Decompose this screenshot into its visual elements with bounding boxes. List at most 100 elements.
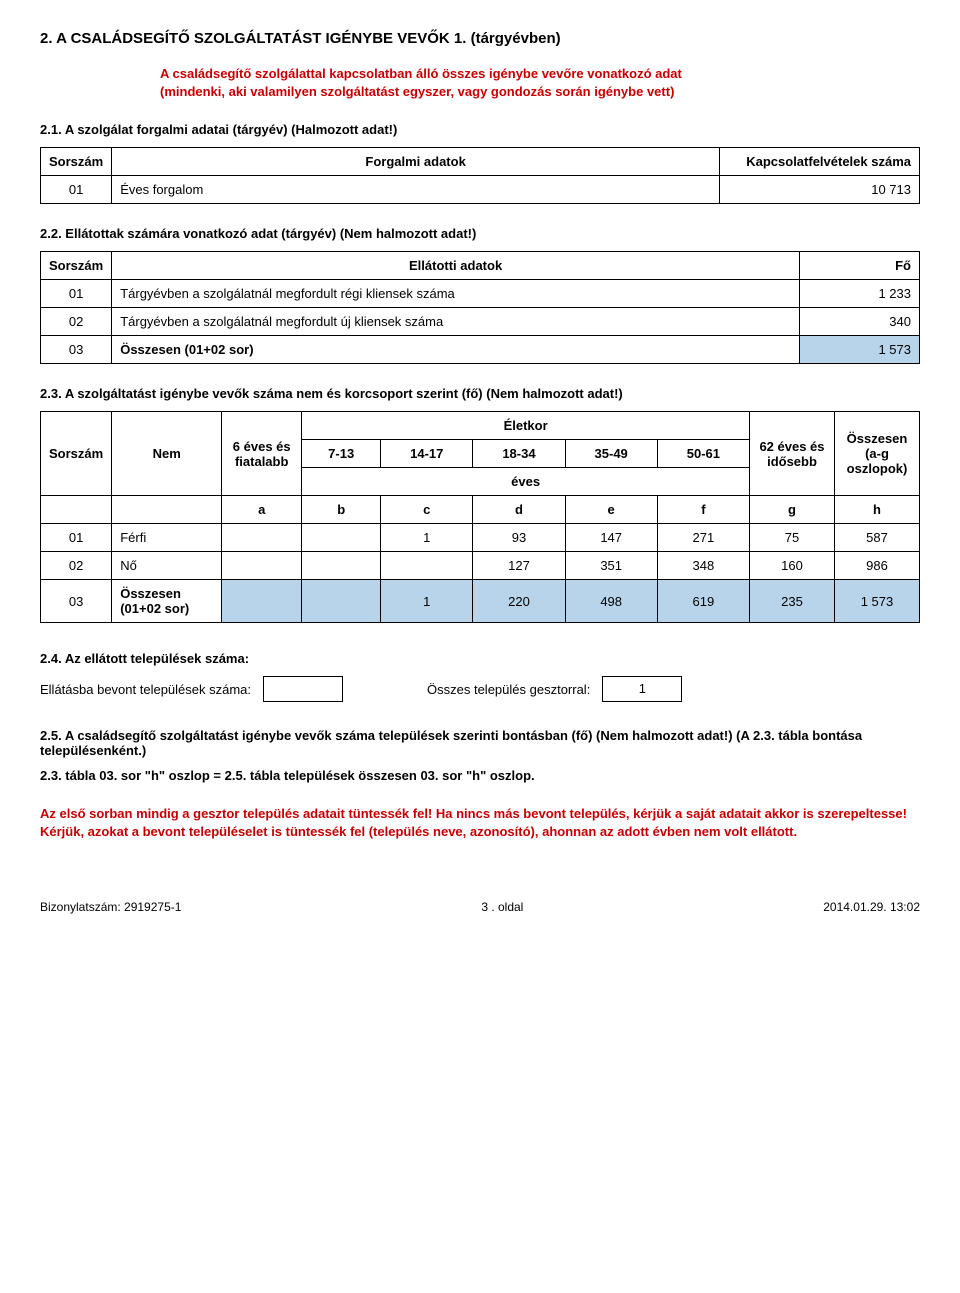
cell-label: Férfi [112, 524, 222, 552]
heading-24: 2.4. Az ellátott települések száma: [40, 651, 920, 666]
heading-22: 2.2. Ellátottak számára vonatkozó adat (… [40, 226, 920, 241]
th-forgalmi: Forgalmi adatok [112, 148, 720, 176]
th-3549: 35-49 [565, 440, 657, 468]
th-letter: h [835, 496, 920, 524]
table-22: Sorszám Ellátotti adatok Fő 01Tárgyévben… [40, 251, 920, 364]
cell-n: 03 [41, 336, 112, 364]
intro-line-1: A családsegítő szolgálattal kapcsolatban… [160, 65, 920, 83]
th-letter: a [222, 496, 302, 524]
footer-right: 2014.01.29. 13:02 [823, 900, 920, 914]
red-note-2: Kérjük, azokat a bevont településelet is… [40, 823, 920, 841]
cell-val: 93 [473, 524, 565, 552]
red-note-1: Az első sorban mindig a gesztor települé… [40, 805, 920, 823]
table-row: 02Nő 127351348160986 [41, 552, 920, 580]
footer-left: Bizonylatszám: 2919275-1 [40, 900, 181, 914]
cell-label: Összesen (01+02 sor) [112, 336, 800, 364]
th-fo: Fő [800, 252, 920, 280]
heading-25: 2.5. A családsegítő szolgáltatást igényb… [40, 728, 920, 758]
cell-label: Tárgyévben a szolgálatnál megfordult rég… [112, 280, 800, 308]
box-bevont [263, 676, 343, 702]
th-letter: b [302, 496, 381, 524]
cell-n: 01 [41, 176, 112, 204]
table-row: 02Tárgyévben a szolgálatnál megfordult ú… [41, 308, 920, 336]
cell-label: Éves forgalom [112, 176, 720, 204]
th-letter: f [657, 496, 749, 524]
cell-val: 1 [381, 524, 473, 552]
th-sorszam: Sorszám [41, 252, 112, 280]
cell-n: 03 [41, 580, 112, 623]
th-5061: 50-61 [657, 440, 749, 468]
th-sorszam: Sorszám [41, 412, 112, 496]
cell-n: 01 [41, 524, 112, 552]
th-713: 7-13 [302, 440, 381, 468]
cell-val [381, 552, 473, 580]
cell-val [302, 524, 381, 552]
cell-val: 351 [565, 552, 657, 580]
cell-val: 10 713 [720, 176, 920, 204]
table-23: Sorszám Nem 6 éves és fiatalabb Életkor … [40, 411, 920, 623]
cell-n: 02 [41, 552, 112, 580]
th-nem: Nem [112, 412, 222, 496]
th-62: 62 éves és idősebb [750, 412, 835, 496]
th-ossz: Összesen (a-g oszlopok) [835, 412, 920, 496]
th-6: 6 éves és fiatalabb [222, 412, 302, 496]
heading-25-sub: 2.3. tábla 03. sor "h" oszlop = 2.5. táb… [40, 768, 920, 783]
cell-label: Nő [112, 552, 222, 580]
th-blank [112, 496, 222, 524]
table-row: 01 Éves forgalom 10 713 [41, 176, 920, 204]
cell-val [222, 580, 302, 623]
th-letter: g [750, 496, 835, 524]
label-gesztor: Összes település gesztorral: [427, 682, 590, 697]
cell-val: 235 [750, 580, 835, 623]
cell-val: 348 [657, 552, 749, 580]
th-1834: 18-34 [473, 440, 565, 468]
table-row: 01Tárgyévben a szolgálatnál megfordult r… [41, 280, 920, 308]
intro-line-2: (mindenki, aki valamilyen szolgáltatást … [160, 83, 920, 101]
th-eves: éves [302, 468, 750, 496]
table-row: 01Férfi 19314727175587 [41, 524, 920, 552]
cell-val: 986 [835, 552, 920, 580]
cell-val: 160 [750, 552, 835, 580]
page-title: 2. A CSALÁDSEGÍTŐ SZOLGÁLTATÁST IGÉNYBE … [40, 30, 920, 47]
cell-val: 147 [565, 524, 657, 552]
cell-val: 75 [750, 524, 835, 552]
th-ellatotti: Ellátotti adatok [112, 252, 800, 280]
table-row: 03Összesen (01+02 sor)1 573 [41, 336, 920, 364]
th-letter: d [473, 496, 565, 524]
cell-n: 02 [41, 308, 112, 336]
heading-23: 2.3. A szolgáltatást igénybe vevők száma… [40, 386, 920, 401]
cell-val: 587 [835, 524, 920, 552]
cell-n: 01 [41, 280, 112, 308]
cell-val: 619 [657, 580, 749, 623]
table-21: Sorszám Forgalmi adatok Kapcsolatfelvéte… [40, 147, 920, 204]
label-bevont: Ellátásba bevont települések száma: [40, 682, 251, 697]
box-gesztor: 1 [602, 676, 682, 702]
cell-val: 1 [381, 580, 473, 623]
cell-val: 1 573 [800, 336, 920, 364]
cell-val: 498 [565, 580, 657, 623]
cell-val: 127 [473, 552, 565, 580]
th-sorszam: Sorszám [41, 148, 112, 176]
table-row: 03Összesen (01+02 sor) 12204986192351 573 [41, 580, 920, 623]
footer-center: 3 . oldal [481, 900, 523, 914]
cell-val: 1 233 [800, 280, 920, 308]
th-letter: e [565, 496, 657, 524]
heading-21: 2.1. A szolgálat forgalmi adatai (tárgyé… [40, 122, 920, 137]
cell-label: Tárgyévben a szolgálatnál megfordult új … [112, 308, 800, 336]
th-kapcs: Kapcsolatfelvételek száma [720, 148, 920, 176]
cell-val: 340 [800, 308, 920, 336]
cell-val: 271 [657, 524, 749, 552]
cell-val [302, 552, 381, 580]
page-footer: Bizonylatszám: 2919275-1 3 . oldal 2014.… [40, 900, 920, 914]
cell-val [302, 580, 381, 623]
th-letter: c [381, 496, 473, 524]
cell-val: 1 573 [835, 580, 920, 623]
cell-val: 220 [473, 580, 565, 623]
th-eletkor: Életkor [302, 412, 750, 440]
cell-label: Összesen (01+02 sor) [112, 580, 222, 623]
th-1417: 14-17 [381, 440, 473, 468]
cell-val [222, 524, 302, 552]
intro-note: A családsegítő szolgálattal kapcsolatban… [160, 65, 920, 100]
th-blank [41, 496, 112, 524]
cell-val [222, 552, 302, 580]
